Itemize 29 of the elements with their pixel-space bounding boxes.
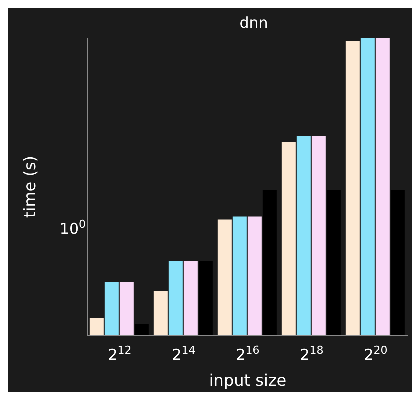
bar xyxy=(326,190,341,336)
y-axis-title: time (s) xyxy=(20,156,40,218)
bar xyxy=(154,291,168,336)
bar xyxy=(168,262,183,336)
bar xyxy=(360,38,375,336)
bar xyxy=(198,262,213,336)
x-tick-label: 2$^{14}$ xyxy=(172,344,196,364)
chart-title: dnn xyxy=(238,13,270,34)
bar xyxy=(390,190,405,336)
x-tick-label: 2$^{20}$ xyxy=(364,344,388,364)
x-tick-label: 2$^{18}$ xyxy=(300,344,324,364)
bar xyxy=(134,324,149,336)
x-axis-title: input size xyxy=(209,371,287,390)
text: 10$^{0}$ xyxy=(60,218,86,238)
bar xyxy=(312,136,326,336)
bar xyxy=(296,136,311,336)
bar xyxy=(248,216,262,336)
x-tick-label: 2$^{12}$ xyxy=(108,344,132,364)
bar xyxy=(184,262,198,336)
bar xyxy=(376,38,390,336)
bar xyxy=(232,216,247,336)
bar xyxy=(346,40,360,336)
bar xyxy=(218,220,232,336)
bar xyxy=(104,282,119,336)
bar xyxy=(90,318,104,336)
bar xyxy=(282,142,296,336)
x-tick-label: 2$^{16}$ xyxy=(236,344,260,364)
bar xyxy=(120,282,134,336)
bar xyxy=(262,190,277,336)
